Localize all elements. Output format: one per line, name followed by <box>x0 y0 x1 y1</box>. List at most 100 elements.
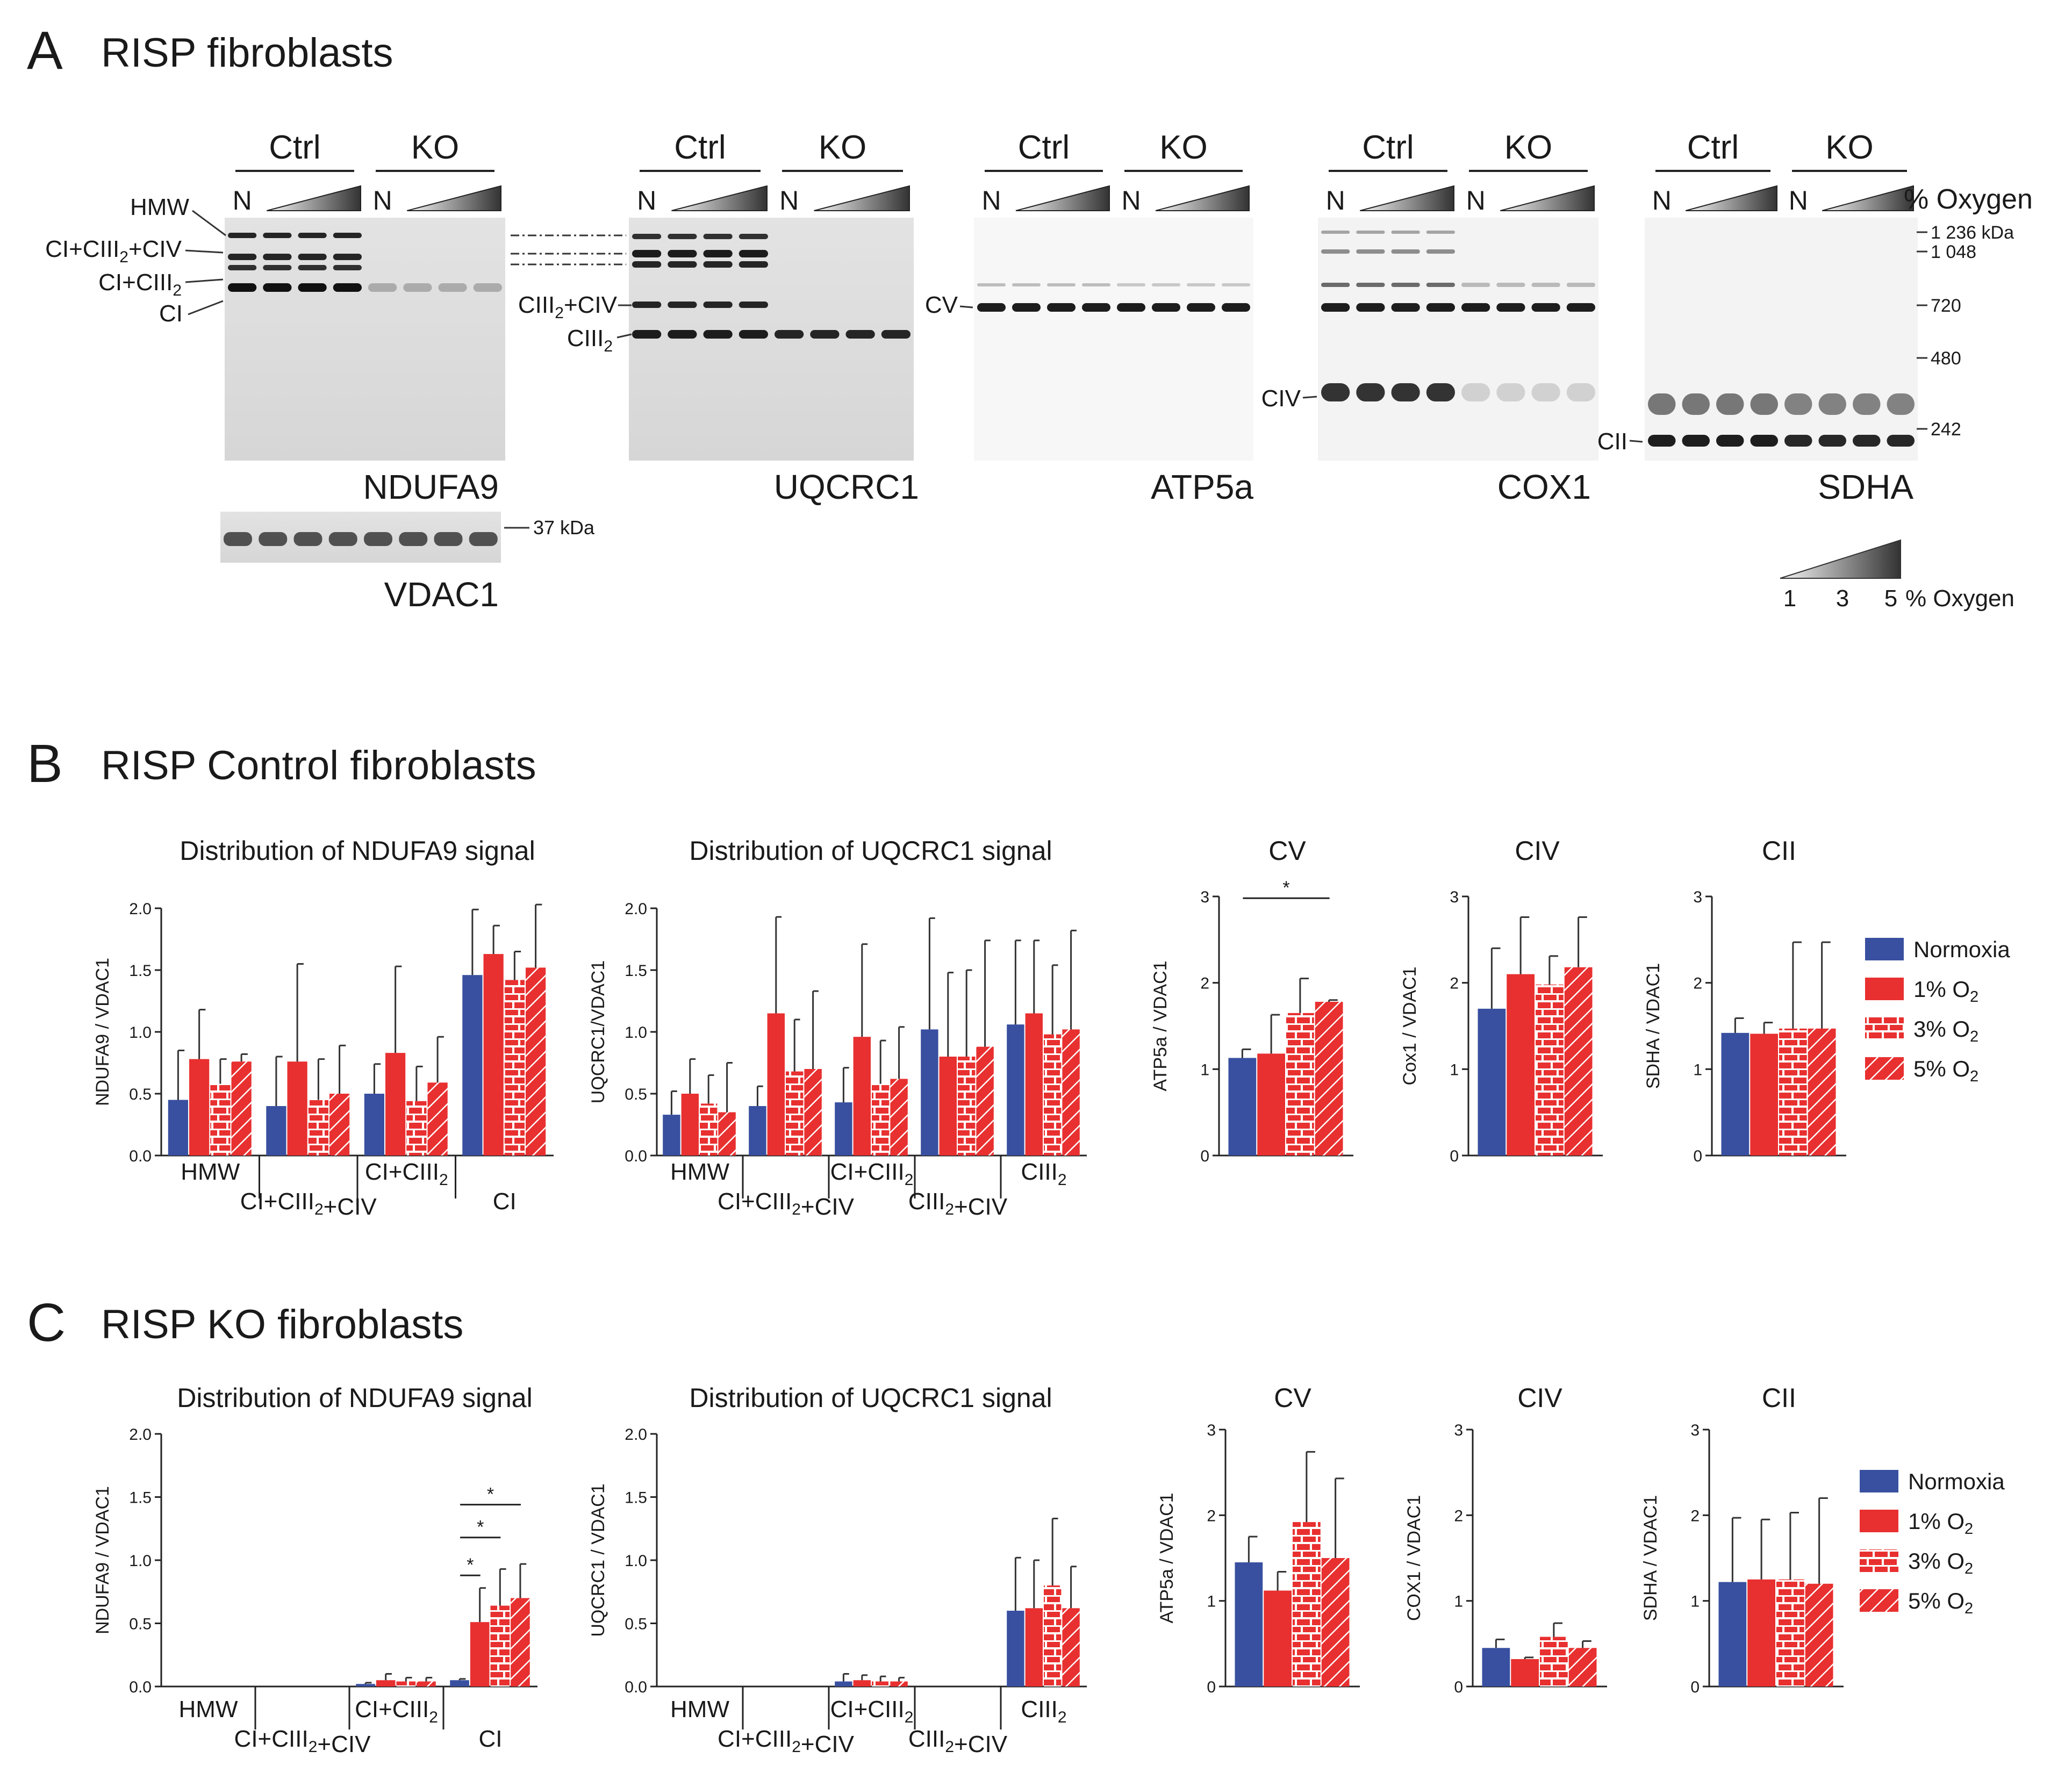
chart-title: Distribution of NDUFA9 signal <box>180 836 535 866</box>
panel-a-letter: A <box>27 20 63 81</box>
bar-normoxia <box>663 1115 680 1156</box>
mw-480: 480 <box>1931 348 1961 369</box>
blot-band <box>1566 383 1595 401</box>
blot-connector-lines <box>511 234 626 265</box>
y-axis-label: ATP5a / VDAC1 <box>1157 1492 1177 1623</box>
blot-band <box>263 265 292 270</box>
bar-1-o2 <box>385 1053 406 1156</box>
blot-band <box>1566 283 1595 287</box>
vdac1-band <box>224 532 252 546</box>
blot-band <box>1321 283 1350 287</box>
blot-band <box>1716 435 1744 447</box>
chart-b2: Distribution of UQCRC1 signal 0.0 0.5 1.0 1.… <box>588 836 1087 1220</box>
x-category-label: CI+CIII2 <box>830 1159 914 1189</box>
x-category-label: HMW <box>181 1159 240 1185</box>
lane-label-normoxia: N <box>1466 185 1486 216</box>
blot-band <box>263 254 292 260</box>
group-label-ctrl: Ctrl <box>1362 129 1414 166</box>
y-tick-label: 3 <box>1693 888 1702 906</box>
bar-1-o2 <box>1507 974 1535 1156</box>
blot-band <box>438 283 467 292</box>
chart-b1: Distribution of NDUFA9 signal 0.0 0.5 1.0 1.… <box>92 836 554 1220</box>
y-axis-label: NDUFA9 / VDAC1 <box>92 1486 113 1634</box>
vdac1-name: VDAC1 <box>384 575 499 614</box>
bar-3-o2 <box>308 1100 328 1156</box>
bar-normoxia <box>364 1094 385 1156</box>
bar-3-o2 <box>1293 1522 1321 1686</box>
bar-3-o2 <box>700 1103 718 1156</box>
lane-label-normoxia: N <box>1652 185 1672 216</box>
group-label-ko: KO <box>1159 129 1208 166</box>
y-tick-label: 2.0 <box>625 1426 647 1444</box>
bar-3-o2 <box>1536 984 1564 1156</box>
blot-band <box>1426 303 1455 312</box>
bar-1-o2 <box>1511 1659 1539 1686</box>
y-tick-label: 0 <box>1207 1678 1216 1696</box>
blot-band <box>228 283 257 292</box>
panel-a-title: RISP fibroblasts <box>101 30 393 76</box>
x-category-label: CI <box>493 1188 517 1215</box>
x-category-label: HMW <box>670 1159 729 1185</box>
chart-title: CV <box>1274 1383 1311 1413</box>
blot-band <box>1682 393 1710 415</box>
blot-band <box>1648 393 1676 415</box>
x-category-label: HMW <box>670 1696 729 1723</box>
bar-1-o2 <box>1264 1590 1292 1686</box>
oxygen-key-tick-5: 5 <box>1884 585 1897 612</box>
legend-swatch <box>1860 1589 1898 1612</box>
bar-3-o2 <box>872 1083 890 1156</box>
chart-title: CV <box>1268 836 1306 866</box>
bar-1-o2 <box>681 1094 699 1156</box>
chart-c2: Distribution of UQCRC1 signal 0.0 0.5 1.0 1.… <box>588 1383 1087 1757</box>
bar-normoxia <box>835 1681 852 1686</box>
blot-band <box>703 250 733 257</box>
chart-b3: CV 0 1 2 3 ATP5a / VDAC1 * <box>1150 836 1353 1165</box>
blot-band <box>298 265 327 270</box>
blot-band <box>1222 303 1250 312</box>
blot-band <box>228 254 257 260</box>
band-label-ci: CI <box>159 300 183 327</box>
bar-1-o2 <box>853 1037 871 1156</box>
blot-band <box>1012 283 1041 286</box>
y-tick-label: 1 <box>1693 1061 1702 1079</box>
bar-5-o2 <box>427 1082 448 1156</box>
oxygen-gradient-wedge <box>1780 539 1901 579</box>
x-category-label: CIII2+CIV <box>908 1726 1008 1757</box>
lane-label-normoxia: N <box>1121 185 1141 216</box>
blot-atp5a: Ctrl N KO N <box>974 129 1253 461</box>
y-tick-label: 3 <box>1454 1422 1463 1439</box>
bar-3-o2 <box>1044 1585 1062 1686</box>
blot-band <box>1391 383 1420 401</box>
blot-band <box>810 330 840 339</box>
chart-title: Distribution of UQCRC1 signal <box>689 836 1052 866</box>
bar-1-o2 <box>287 1061 307 1156</box>
blot-band <box>668 261 697 268</box>
y-axis-label: SDHA / VDAC1 <box>1643 963 1664 1089</box>
blot-band <box>228 233 257 238</box>
bar-normoxia <box>266 1106 286 1156</box>
blot-band <box>1496 383 1525 401</box>
vdac1-band <box>328 532 357 546</box>
blot-band <box>1187 303 1215 312</box>
blot-band <box>632 234 662 239</box>
y-tick-label: 1 <box>1200 1061 1209 1079</box>
chart-c3: CV 0 1 2 3 ATP5a / VDAC1 <box>1157 1383 1360 1696</box>
blot-band <box>1321 231 1350 234</box>
bar-3-o2 <box>1779 1028 1807 1156</box>
bar-normoxia <box>168 1100 189 1156</box>
legend-swatch <box>1865 938 1904 960</box>
blot-band <box>1356 231 1385 234</box>
blot-band <box>1321 249 1350 254</box>
lane-label-normoxia: N <box>779 185 799 216</box>
bar-normoxia <box>1007 1024 1024 1156</box>
y-tick-label: 0 <box>1693 1147 1702 1165</box>
x-category-label: CIII2+CIV <box>908 1188 1008 1220</box>
y-axis-label: SDHA / VDAC1 <box>1640 1495 1661 1621</box>
chart-title: CII <box>1762 1383 1796 1413</box>
y-tick-label: 0.5 <box>129 1616 152 1633</box>
band-label-ciii2-civ: CIII2+CIV <box>518 292 618 322</box>
blot-band <box>703 234 733 239</box>
sdha-blot-membrane <box>1645 218 1918 461</box>
cox1-blot-membrane <box>1318 218 1598 461</box>
bar-1-o2 <box>376 1680 396 1686</box>
